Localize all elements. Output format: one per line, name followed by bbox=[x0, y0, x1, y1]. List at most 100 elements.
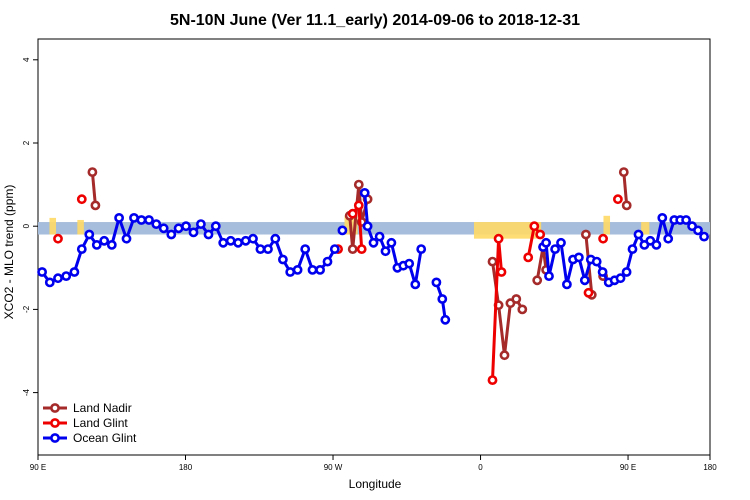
ocean-glint-point bbox=[362, 221, 373, 232]
ocean-glint-point bbox=[431, 277, 442, 288]
y-tick-label: -2 bbox=[22, 305, 31, 313]
ocean-glint-point bbox=[337, 225, 348, 236]
land-nadir-point bbox=[499, 350, 510, 361]
ocean-glint-point bbox=[591, 256, 602, 267]
ocean-glint-point bbox=[359, 187, 370, 198]
ocean-glint-point bbox=[681, 215, 691, 225]
ocean-glint-point bbox=[416, 244, 427, 254]
ocean-glint-point bbox=[368, 237, 379, 248]
land-glint-point bbox=[496, 267, 507, 277]
ocean-glint-point bbox=[270, 233, 281, 244]
land-glint-point bbox=[529, 221, 540, 232]
land-region bbox=[641, 222, 650, 235]
chart-title: 5N-10N June (Ver 11.1_early) 2014-09-06 … bbox=[170, 12, 580, 29]
legend-ocean-glint-label: Ocean Glint bbox=[73, 431, 137, 445]
land-nadir-point bbox=[87, 167, 98, 177]
ocean-glint-point bbox=[225, 235, 236, 246]
ocean-glint-point bbox=[248, 233, 258, 244]
ocean-glint-point bbox=[651, 239, 662, 250]
land-region bbox=[77, 219, 84, 235]
y-axis-label: XCO2 - MLO trend (ppm) bbox=[2, 185, 16, 320]
ocean-glint-point bbox=[210, 221, 221, 232]
land-nadir-point bbox=[618, 167, 629, 177]
ocean-glint-point bbox=[166, 229, 177, 240]
x-tick-label: 90 E bbox=[30, 463, 46, 472]
land-glint-point bbox=[356, 244, 367, 254]
ocean-glint-point bbox=[615, 273, 626, 284]
ocean-glint-point bbox=[440, 314, 451, 325]
ocean-glint-point bbox=[277, 254, 288, 265]
land-region bbox=[49, 217, 57, 235]
land-glint-point bbox=[613, 194, 623, 205]
land-region bbox=[603, 215, 611, 235]
ocean-glint-point bbox=[263, 244, 273, 254]
ocean-glint-point bbox=[410, 279, 421, 290]
legend-land-nadir-marker bbox=[50, 403, 60, 413]
ocean-glint-point bbox=[556, 237, 566, 248]
ocean-glint-point bbox=[69, 267, 80, 277]
ocean-glint-point bbox=[574, 252, 584, 263]
ocean-glint-point bbox=[37, 267, 47, 277]
ocean-glint-point bbox=[322, 256, 333, 267]
land-region bbox=[473, 222, 542, 239]
ocean-glint-point bbox=[699, 231, 709, 242]
ocean-glint-point bbox=[380, 246, 391, 257]
ocean-glint-point bbox=[53, 273, 63, 284]
ocean-glint-point bbox=[541, 237, 551, 248]
land-nadir-point bbox=[517, 304, 528, 315]
y-tick-label: 2 bbox=[22, 140, 31, 145]
plot-frame bbox=[37, 38, 711, 456]
x-axis-label: Longitude bbox=[349, 477, 402, 491]
land-nadir-point bbox=[511, 294, 522, 304]
ocean-glint-point bbox=[404, 258, 415, 269]
land-glint-point bbox=[353, 200, 364, 211]
land-nadir-point bbox=[347, 244, 358, 254]
ocean-glint-point bbox=[663, 233, 674, 244]
ocean-glint-point bbox=[76, 244, 87, 254]
ocean-glint-point bbox=[550, 244, 560, 254]
land-glint-point bbox=[523, 252, 534, 263]
x-tick-label: 0 bbox=[478, 463, 483, 472]
land-nadir-point bbox=[90, 200, 101, 211]
land-glint-point bbox=[598, 233, 608, 244]
land-glint-point bbox=[535, 229, 546, 240]
ocean-glint-point bbox=[99, 235, 110, 246]
ocean-glint-point bbox=[657, 212, 668, 223]
x-tick-label: 90 E bbox=[620, 463, 636, 472]
legend-land-glint-label: Land Glint bbox=[73, 416, 128, 430]
land-nadir-line bbox=[622, 171, 629, 206]
ocean-glint-point bbox=[579, 275, 590, 286]
ocean-glint-point bbox=[437, 294, 448, 304]
y-tick-label: 4 bbox=[22, 57, 31, 62]
ocean-glint-point bbox=[121, 233, 132, 244]
ocean-glint-point bbox=[151, 219, 162, 229]
ocean-glint-point bbox=[158, 223, 169, 234]
ocean-glint-point bbox=[218, 237, 229, 248]
ocean-glint-point bbox=[195, 219, 206, 229]
legend-ocean-glint-marker bbox=[50, 433, 60, 443]
land-nadir-line bbox=[90, 171, 97, 206]
land-nadir-point bbox=[487, 256, 498, 267]
plot-area: 90 E 180 90 W 0 90 E 180 -4 -2 0 2 4 bbox=[22, 38, 717, 472]
land-glint-point bbox=[76, 194, 87, 205]
land-nadir-point bbox=[532, 275, 543, 286]
ocean-glint-point bbox=[233, 237, 243, 248]
land-nadir-point bbox=[621, 200, 632, 211]
ocean-glint-point bbox=[544, 271, 554, 281]
ocean-glint-point bbox=[84, 229, 95, 240]
x-tick-label: 180 bbox=[703, 463, 717, 472]
land-glint-point bbox=[487, 375, 498, 385]
ocean-glint-point bbox=[136, 215, 147, 225]
x-tick-label: 180 bbox=[179, 463, 193, 472]
ocean-glint-point bbox=[329, 244, 340, 254]
ocean-glint-point bbox=[203, 229, 214, 240]
legend-land-glint-marker bbox=[50, 418, 60, 428]
ocean-glint-point bbox=[181, 221, 191, 232]
ocean-glint-point bbox=[621, 267, 632, 277]
ocean-glint-point bbox=[307, 264, 318, 275]
ocean-glint-point bbox=[315, 264, 325, 275]
y-tick-label: -4 bbox=[22, 388, 31, 396]
